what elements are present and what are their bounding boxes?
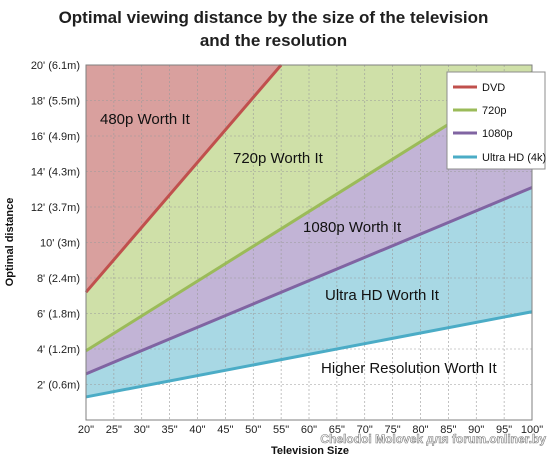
x-tick-label: 90" <box>468 424 484 436</box>
x-tick-label: 20" <box>78 424 94 436</box>
x-tick-label: 25" <box>106 424 122 436</box>
legend-label-dvd: DVD <box>482 82 505 94</box>
series-line-1080p <box>85 186 533 376</box>
y-tick-label: 20' (6.1m) <box>31 60 80 72</box>
x-tick-label: 70" <box>357 424 373 436</box>
x-tick-label: 85" <box>440 424 456 436</box>
x-tick-label: 60" <box>301 424 317 436</box>
region-ultra-hd <box>86 187 532 397</box>
y-tick-label: 4' (1.2m) <box>37 344 80 356</box>
x-tick-label: 100" <box>521 424 543 436</box>
x-axis-label: Television Size <box>271 445 349 457</box>
x-tick-label: 45" <box>217 424 233 436</box>
legend-label-1080p: 1080p <box>482 128 513 140</box>
y-axis-label: Optimal distance <box>4 198 16 287</box>
x-tick-label: 65" <box>329 424 345 436</box>
y-tick-label: 2' (0.6m) <box>37 380 80 392</box>
chart-title-line-2: and the resolution <box>199 31 348 50</box>
region-label-higher-resolution: Higher Resolution Worth It <box>321 360 497 377</box>
region-720p <box>86 65 532 351</box>
chart-title: Optimal viewing distance by the size of … <box>0 6 547 52</box>
plot-frame <box>85 64 533 421</box>
x-tick-label: 95" <box>496 424 512 436</box>
legend-label-720p: 720p <box>482 105 506 117</box>
region-label-720p: 720p Worth It <box>233 150 324 167</box>
y-tick-label: 8' (2.4m) <box>37 273 80 285</box>
region-label-1080p: 1080p Worth It <box>303 219 402 236</box>
watermark: Chelodoi Molovek для forum.onliner.by <box>320 432 546 446</box>
region-label-480p: 480p Worth It <box>100 111 191 128</box>
chart-title-line-1: Optimal viewing distance by the size of … <box>58 8 489 27</box>
x-tick-label: 50" <box>245 424 261 436</box>
x-tick-label: 40" <box>189 424 205 436</box>
series-line-ultra-hd <box>85 310 533 399</box>
region-labels: 480p Worth It 720p Worth It 1080p Worth … <box>100 111 497 377</box>
y-tick-label: 18' (5.5m) <box>31 96 80 108</box>
y-tick-label: 12' (3.7m) <box>31 202 80 214</box>
x-axis-ticks: 20" 25" 30" 35" 40" 45" 50" 55" 60" 65" 70" 75" 80" 8… <box>78 424 543 436</box>
y-tick-label: 6' (1.8m) <box>37 309 80 321</box>
legend: DVD 720p 1080p Ultra HD (4k) <box>446 71 546 170</box>
x-tick-label: 55" <box>273 424 289 436</box>
region-label-ultra-hd: Ultra HD Worth It <box>325 287 440 304</box>
x-tick-label: 75" <box>385 424 401 436</box>
x-tick-label: 35" <box>162 424 178 436</box>
series-line-dvd <box>84 64 283 294</box>
y-tick-label: 16' (4.9m) <box>31 131 80 143</box>
y-tick-label: 14' (4.3m) <box>31 167 80 179</box>
y-axis-ticks: 2' (0.6m) 4' (1.2m) 6' (1.8m) 8' (2.4m) 10' … <box>31 60 80 392</box>
legend-label-ultra-hd: Ultra HD (4k) <box>482 152 546 164</box>
grid-layer <box>85 64 533 420</box>
x-tick-label: 80" <box>412 424 428 436</box>
y-tick-label: 10' (3m) <box>40 238 80 250</box>
x-tick-label: 30" <box>134 424 150 436</box>
